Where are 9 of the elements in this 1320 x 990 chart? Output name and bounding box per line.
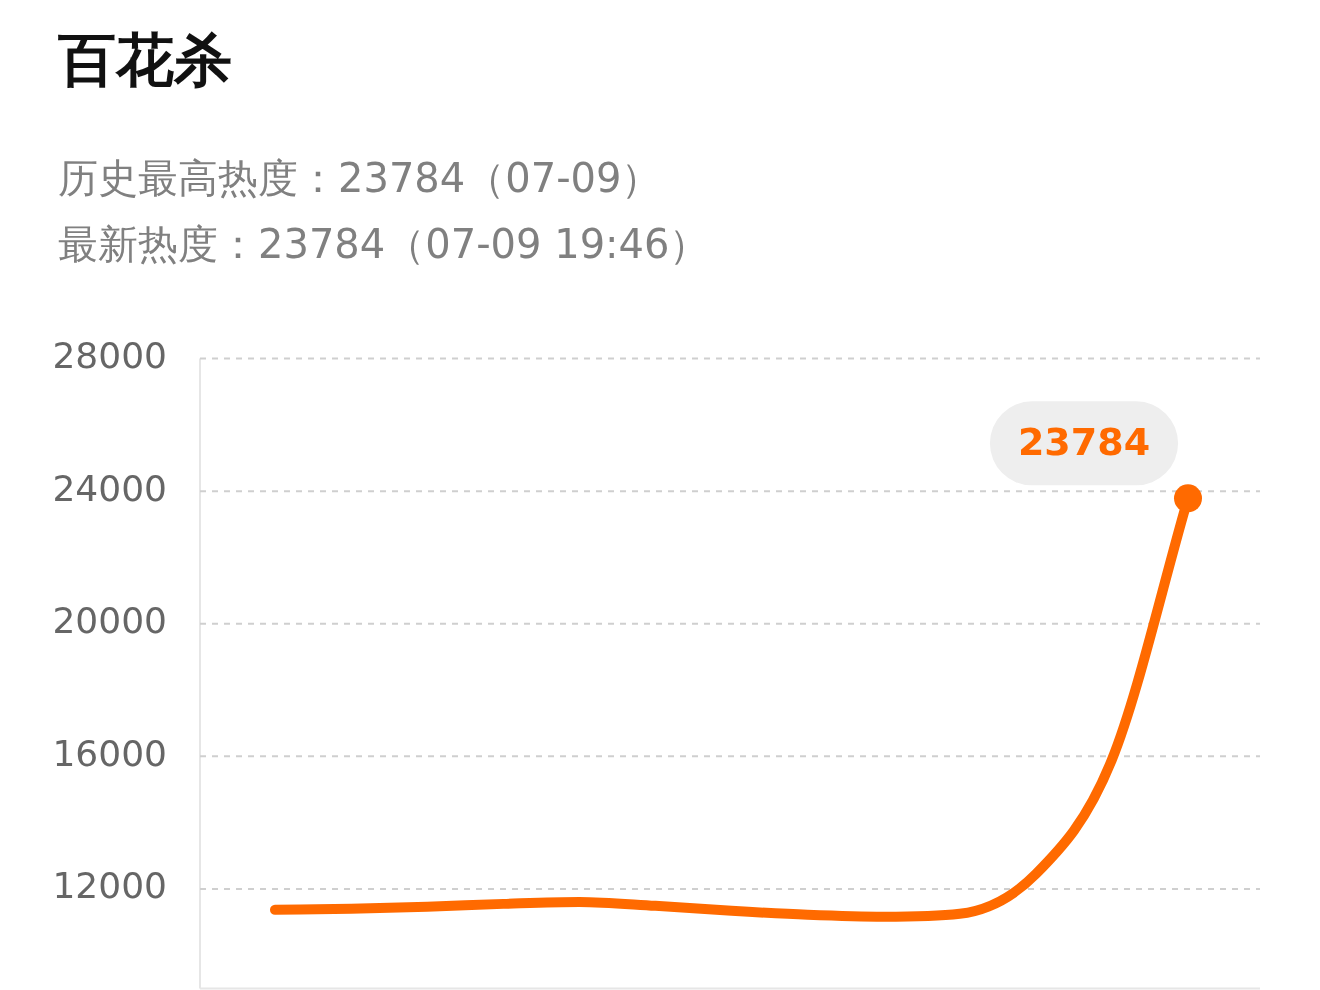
y-tick-label: 16000 [52, 732, 167, 774]
text: 最新热度：23784（07-09 19:46） [58, 220, 710, 269]
data-label: 23784 [1017, 420, 1151, 465]
chart-title: 百花杀 [58, 25, 232, 96]
y-tick-label: 20000 [52, 600, 167, 642]
y-tick-label: 12000 [52, 865, 167, 907]
y-tick-label: 24000 [52, 467, 167, 509]
chart-subtitle: 历史最高热度：23784（07-09） [58, 154, 663, 203]
y-tick-label: 28000 [52, 334, 167, 376]
